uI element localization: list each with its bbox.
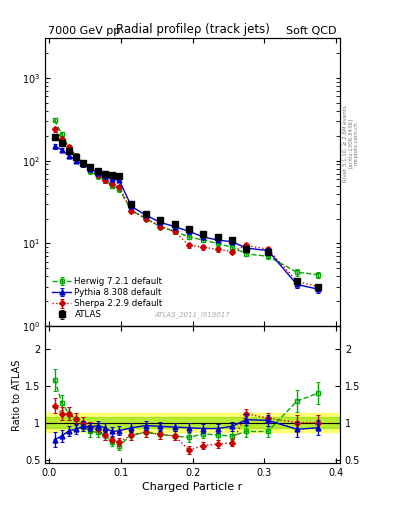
Text: [arXiv:1306.3436]: [arXiv:1306.3436] [348, 118, 353, 168]
Text: ATLAS_2011_I919017: ATLAS_2011_I919017 [155, 311, 230, 317]
Title: Radial profileρ (track jets): Radial profileρ (track jets) [116, 23, 270, 36]
Bar [45, 417, 340, 428]
Text: Rivet 3.1.10, ≥ 2.6M events: Rivet 3.1.10, ≥ 2.6M events [343, 105, 348, 182]
X-axis label: Charged Particle r: Charged Particle r [142, 482, 243, 493]
Legend: Herwig 7.2.1 default, Pythia 8.308 default, Sherpa 2.2.9 default, ATLAS: Herwig 7.2.1 default, Pythia 8.308 defau… [50, 274, 165, 322]
Text: Soft QCD: Soft QCD [286, 26, 337, 36]
Y-axis label: Ratio to ATLAS: Ratio to ATLAS [12, 359, 22, 431]
Text: mcplots.cern.ch: mcplots.cern.ch [354, 121, 359, 165]
Bar [45, 413, 340, 432]
Text: 7000 GeV pp: 7000 GeV pp [48, 26, 120, 36]
